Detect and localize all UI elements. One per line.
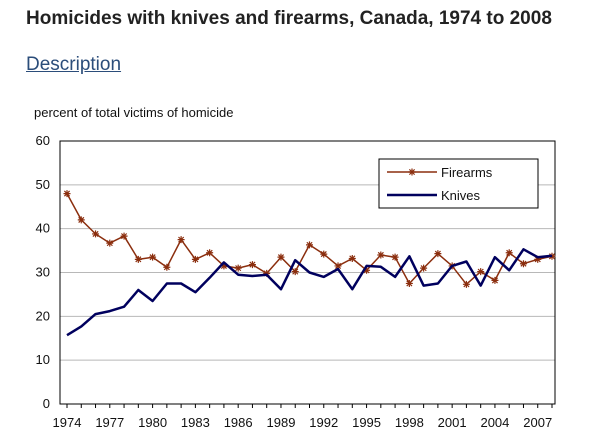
y-tick-label: 20 — [36, 308, 50, 323]
data-point-firearms — [534, 255, 542, 263]
legend-label-firearms: Firearms — [441, 165, 493, 180]
data-point-firearms — [462, 280, 470, 288]
data-point-firearms — [120, 232, 128, 240]
x-tick-label: 1995 — [352, 415, 381, 430]
data-point-firearms — [491, 276, 499, 284]
data-point-firearms — [377, 251, 385, 259]
page-title: Homicides with knives and firearms, Cana… — [26, 8, 552, 29]
x-tick-label: 1977 — [95, 415, 124, 430]
data-point-firearms — [163, 263, 171, 271]
series-line-knives — [66, 248, 553, 337]
data-point-firearms — [92, 230, 100, 238]
data-point-firearms — [334, 262, 342, 270]
data-point-firearms — [519, 260, 527, 268]
description-link[interactable]: Description — [26, 54, 122, 75]
data-point-firearms — [320, 250, 328, 258]
data-point-firearms — [77, 216, 85, 224]
y-tick-label: 40 — [36, 221, 50, 236]
data-point-firearms — [177, 236, 185, 244]
y-tick-label: 10 — [36, 352, 50, 367]
data-point-firearms — [306, 241, 313, 249]
legend-marker-firearms — [408, 168, 416, 176]
data-point-firearms — [234, 264, 242, 272]
data-point-firearms — [434, 250, 442, 258]
legend — [378, 158, 539, 209]
y-tick-label: 50 — [36, 177, 50, 192]
data-point-firearms — [505, 249, 513, 257]
data-point-firearms — [63, 190, 71, 198]
data-point-firearms — [220, 262, 228, 270]
data-point-firearms — [405, 279, 413, 287]
x-tick-label: 1992 — [309, 415, 338, 430]
x-tick-label: 2007 — [523, 415, 552, 430]
x-tick-label: 1989 — [267, 415, 296, 430]
data-point-firearms — [206, 249, 214, 257]
y-tick-label: 0 — [43, 396, 50, 411]
data-point-firearms — [149, 253, 157, 261]
x-tick-label: 2004 — [480, 415, 509, 430]
x-tick-label: 1986 — [224, 415, 253, 430]
y-tick-label: 60 — [36, 133, 50, 148]
x-tick-label: 1998 — [395, 415, 424, 430]
x-tick-label: 1980 — [138, 415, 167, 430]
data-point-firearms — [134, 255, 142, 263]
x-tick-label: 1983 — [181, 415, 210, 430]
plot-border — [59, 140, 556, 405]
x-tick-label: 1974 — [53, 415, 82, 430]
data-point-firearms — [477, 268, 485, 276]
data-point-firearms — [248, 261, 256, 269]
data-point-firearms — [191, 255, 199, 263]
y-axis-label: percent of total victims of homicide — [34, 105, 234, 120]
data-point-firearms — [291, 268, 299, 276]
legend-label-knives: Knives — [441, 188, 481, 203]
y-tick-label: 30 — [36, 265, 50, 280]
data-point-firearms — [348, 254, 356, 262]
data-point-firearms — [106, 239, 114, 247]
data-point-firearms — [391, 253, 399, 261]
data-point-firearms — [420, 264, 428, 272]
x-tick-label: 2001 — [438, 415, 467, 430]
data-point-firearms — [263, 269, 271, 277]
data-point-firearms — [277, 253, 285, 261]
data-point-firearms — [363, 266, 371, 274]
